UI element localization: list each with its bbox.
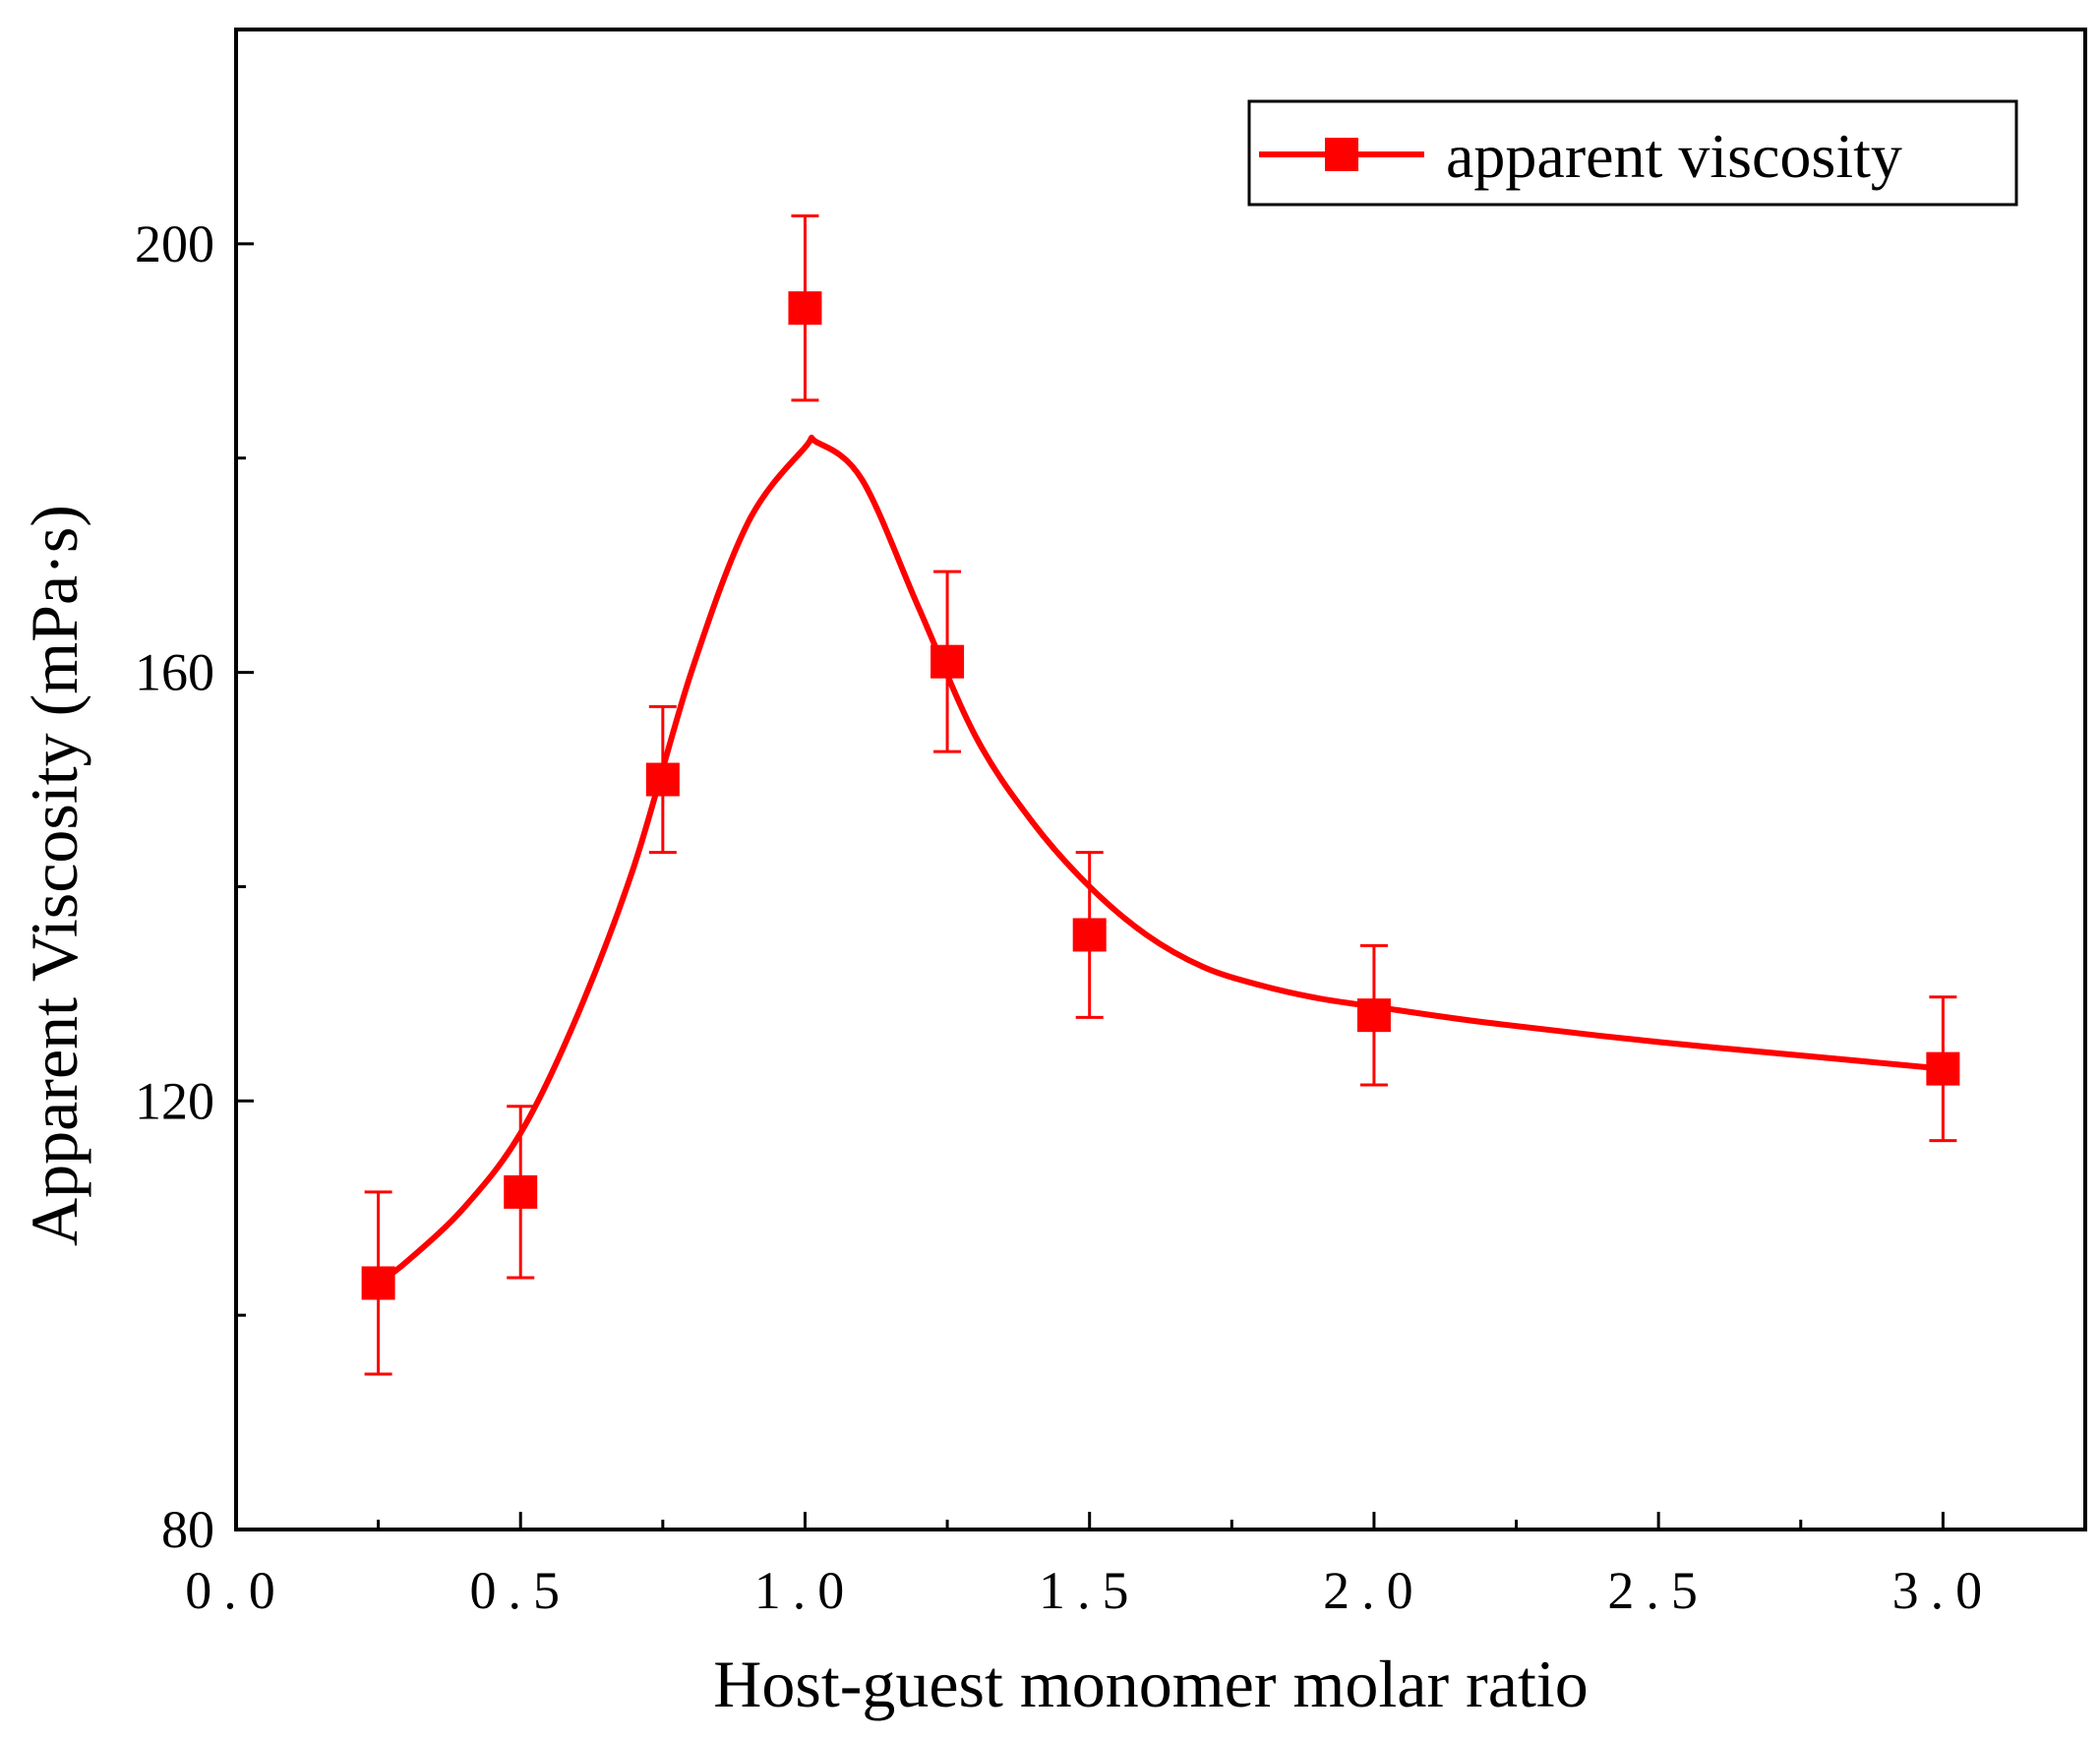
x-tick-label: 2.5 [1607, 1561, 1710, 1620]
data-point-marker [361, 1266, 395, 1300]
fit-curve-layer [376, 434, 1944, 1286]
data-points-layer [361, 214, 1960, 1376]
data-point-group [645, 704, 680, 855]
data-point-group [1072, 851, 1107, 1019]
data-point-marker [1926, 1051, 1960, 1086]
data-point-marker [930, 644, 965, 679]
data-point-marker [645, 762, 680, 797]
axes-layer [234, 28, 2087, 1531]
y-tick-label: 120 [135, 1071, 214, 1130]
x-axis-label: Host-guest monomer molar ratio [713, 1647, 1588, 1721]
y-axis-label: Apparent Viscosity (mPa·s) [17, 505, 91, 1246]
y-tick-label: 200 [135, 214, 214, 273]
legend-square-marker-icon [1325, 138, 1358, 171]
data-point-group [504, 1105, 538, 1280]
x-tick-label: 1.0 [754, 1561, 857, 1620]
data-point-group [361, 1190, 395, 1376]
fit-curve-line [376, 434, 1944, 1286]
ticks-layer: 0.0 0.5 1.0 1.5 2.0 2.5 3.0 80 120 160 200 [135, 214, 1995, 1620]
legend-label: apparent viscosity [1446, 121, 1902, 191]
x-tick-label: 0.0 [185, 1561, 287, 1620]
y-tick-label: 80 [161, 1500, 214, 1559]
data-point-group [1356, 943, 1391, 1087]
data-point-group [1926, 995, 1960, 1143]
x-tick-label: 0.5 [469, 1561, 571, 1620]
data-point-marker [1356, 998, 1391, 1033]
x-tick-label: 1.5 [1039, 1561, 1141, 1620]
legend: apparent viscosity [1247, 99, 2018, 207]
y-tick-label: 160 [135, 643, 214, 702]
data-point-marker [1072, 918, 1107, 952]
data-point-marker [788, 291, 822, 326]
data-point-group [788, 214, 822, 402]
data-point-marker [504, 1174, 538, 1209]
x-tick-label: 3.0 [1892, 1561, 1995, 1620]
data-point-group [930, 570, 965, 753]
x-tick-label: 2.0 [1323, 1561, 1425, 1620]
plot-frame [234, 28, 2087, 1531]
